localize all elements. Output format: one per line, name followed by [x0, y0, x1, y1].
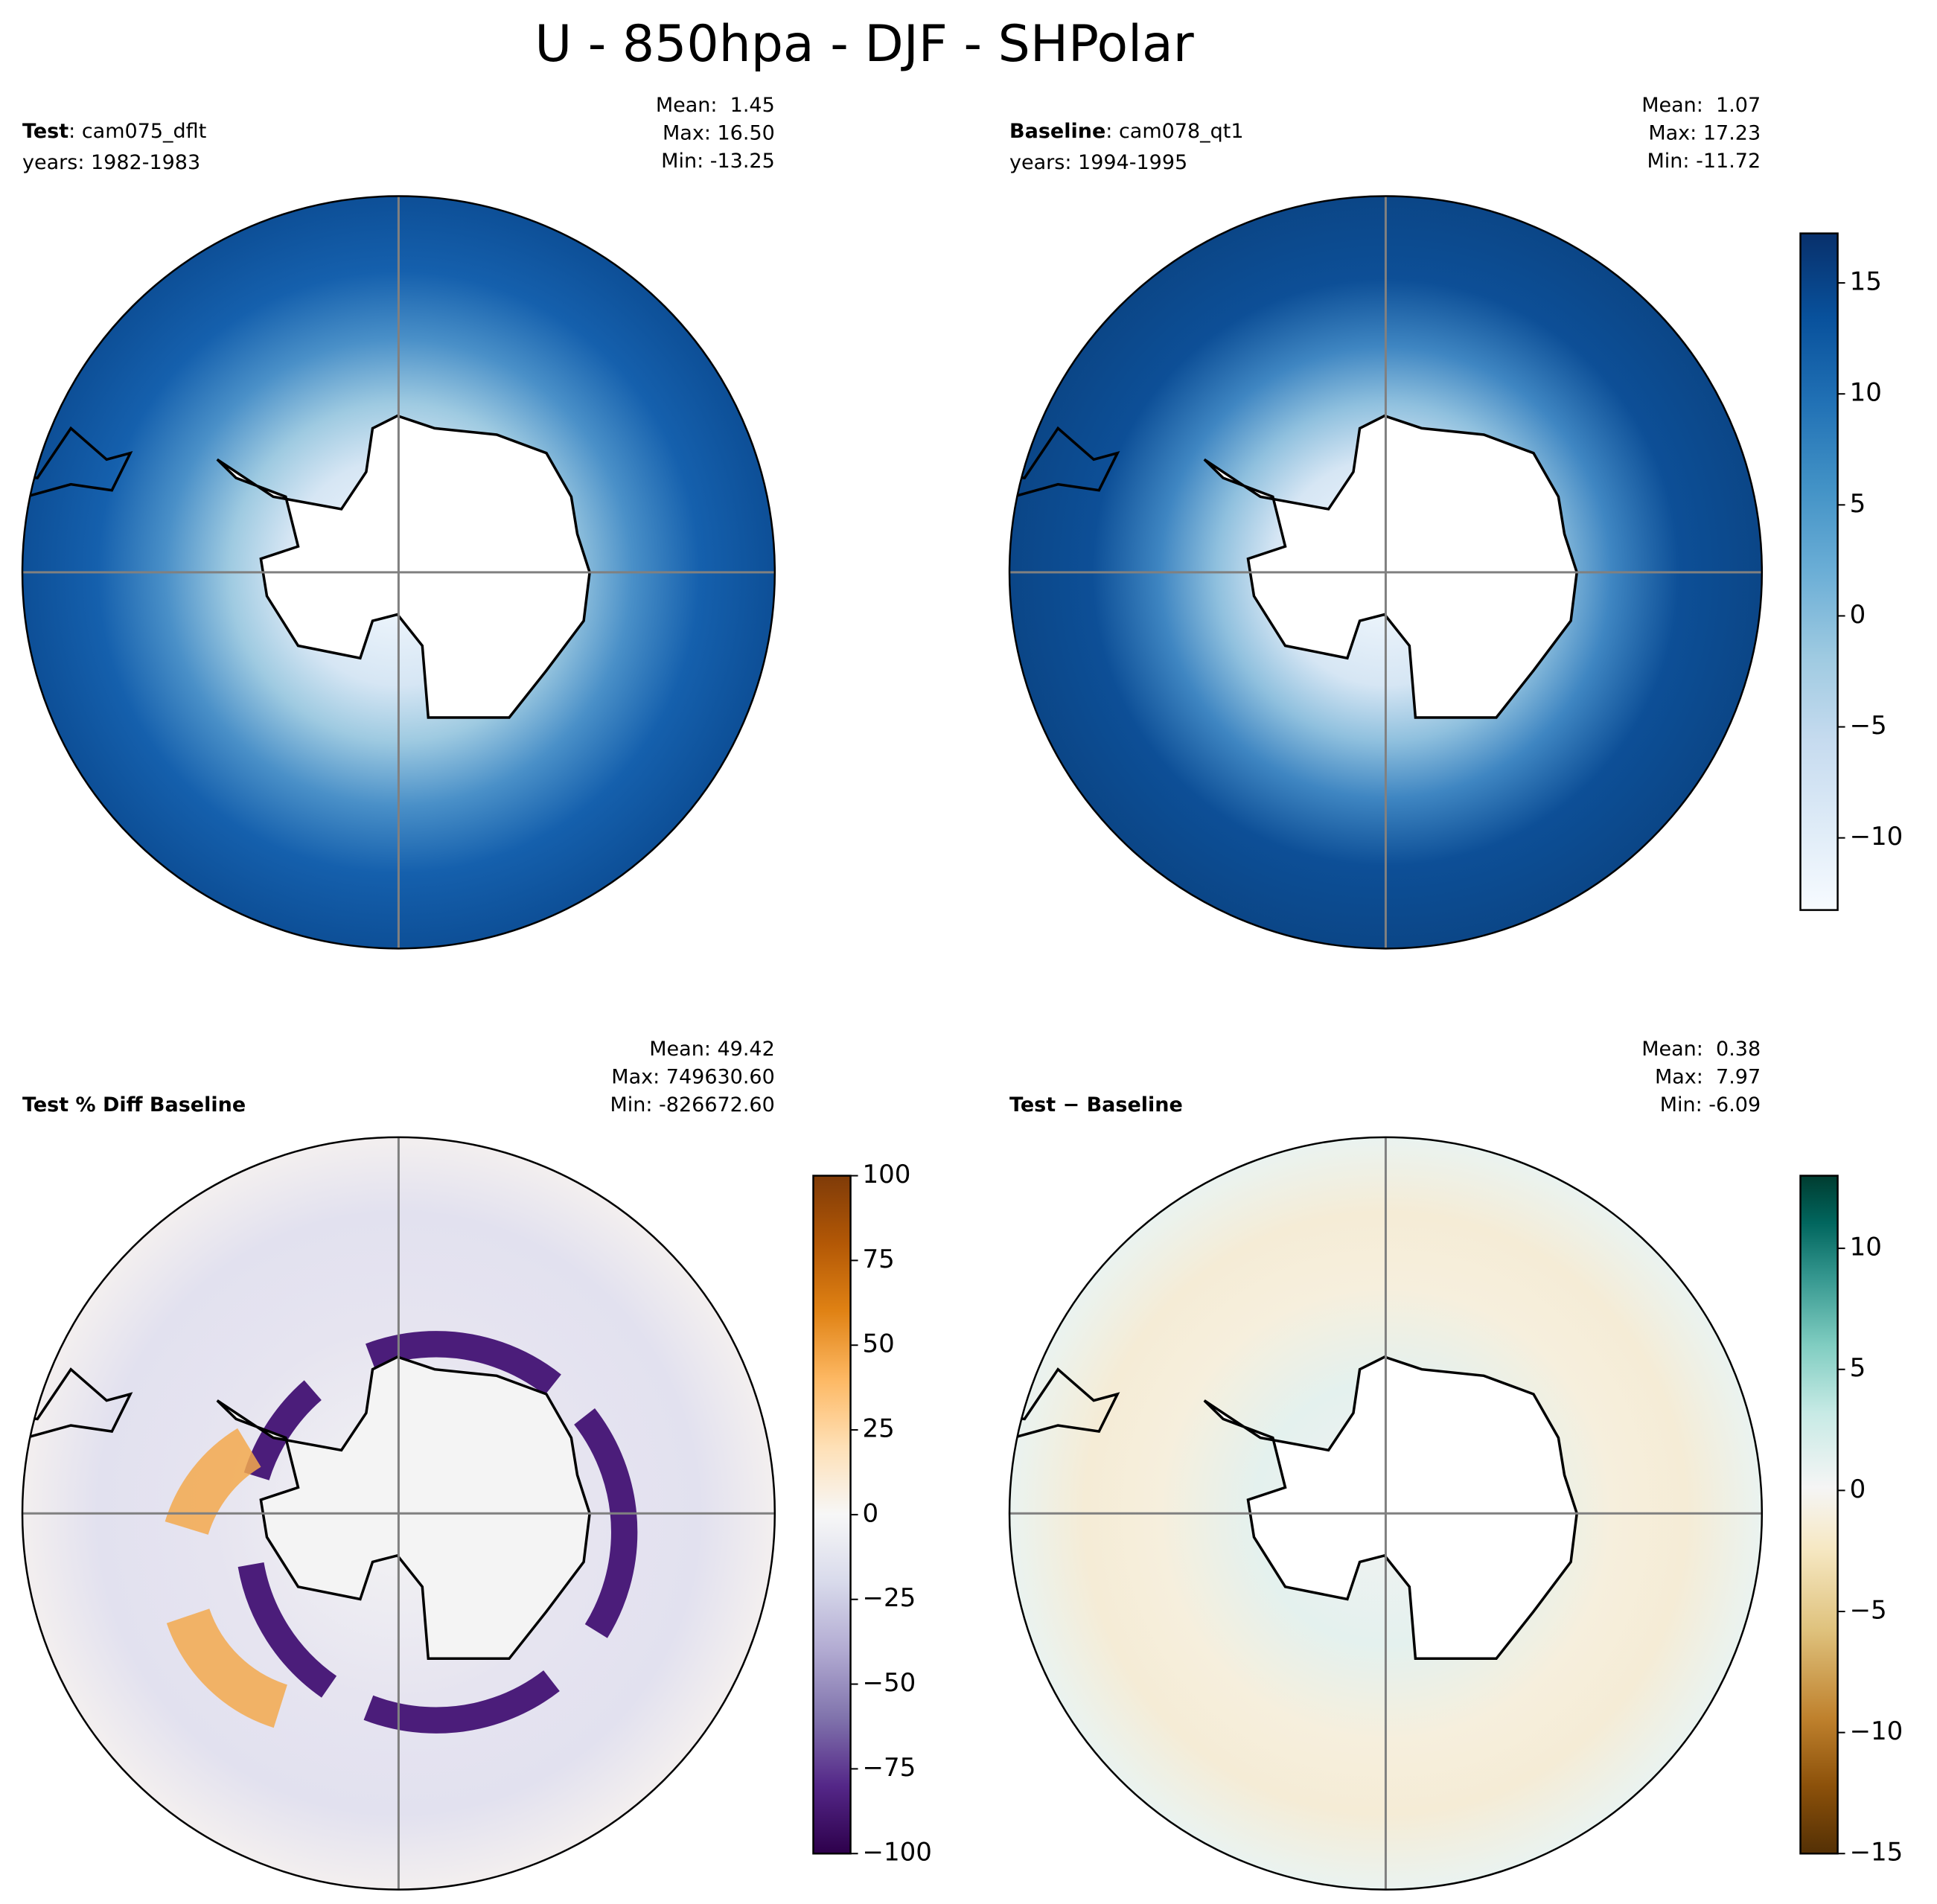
panel-label: Test − Baseline — [1009, 1093, 1183, 1116]
colorbar-tick-label: −15 — [1850, 1838, 1904, 1868]
colorbar-tick-label: −10 — [1850, 822, 1904, 852]
panel-stat: Mean: 1.07 — [1641, 94, 1761, 117]
panel-stat: Mean: 0.38 — [1641, 1038, 1761, 1061]
colorbar-tick-label: 5 — [1850, 489, 1866, 519]
colorbar-tick-label: 0 — [863, 1498, 879, 1528]
colorbar-tick-label: 10 — [1850, 378, 1882, 408]
coastline — [1203, 1355, 1578, 1661]
map-field — [1009, 1137, 1762, 1890]
colorbar-tick-label: 100 — [863, 1160, 911, 1189]
colorbar-fill — [1799, 1175, 1839, 1855]
panel-stat: Min: -6.09 — [1660, 1093, 1761, 1116]
map-border — [1008, 195, 1764, 950]
colorbar: −100 −75 −50 −25 0 25 50 75 100 — [812, 1160, 932, 1868]
colorbar-tick-label: 25 — [863, 1414, 895, 1444]
map-panel: Test: cam075_dflt years: 1982-1983 Mean: 1… — [21, 94, 776, 950]
coastline — [22, 426, 133, 502]
panel-label: Test: cam075_dflt — [22, 120, 206, 143]
colorbar-tick-label: −50 — [863, 1668, 916, 1698]
panel-stat: Min: -826672.60 — [610, 1093, 774, 1116]
colorbar: −15 −10 −5 0 5 10 — [1799, 1175, 1904, 1868]
land-mask — [217, 1357, 590, 1659]
map-border — [21, 195, 776, 950]
colorbar-tick-label: 15 — [1850, 267, 1882, 297]
colorbar-tick-label: 10 — [1850, 1233, 1882, 1262]
panel-label: Baseline: cam078_qt1 — [1009, 120, 1244, 143]
colorbar-tick-label: −25 — [863, 1583, 916, 1613]
panel-stat: Max: 749630.60 — [611, 1065, 775, 1088]
panel-stat: Max: 16.50 — [663, 122, 775, 145]
colorbar-tick-label: 75 — [863, 1245, 895, 1274]
coastline — [216, 1355, 591, 1661]
map-border — [21, 1136, 776, 1891]
panel-years: years: 1982-1983 — [22, 151, 200, 174]
colorbar-tick-label: −75 — [863, 1753, 916, 1783]
colorbar-fill — [812, 1175, 852, 1855]
map-panel: Baseline: cam078_qt1 years: 1994-1995 Mean… — [1008, 94, 1764, 950]
land-mask — [1204, 1357, 1577, 1659]
label-bold: Test % Diff Baseline — [22, 1093, 246, 1116]
coastline — [1009, 1367, 1120, 1443]
colorbar-tick-label: −5 — [1850, 1595, 1887, 1625]
map-field — [22, 1137, 775, 1890]
colorbar-fill — [1799, 232, 1839, 911]
label-bold: Baseline — [1009, 120, 1105, 143]
panel-stat: Min: -13.25 — [661, 150, 775, 173]
panel-stat: Max: 17.23 — [1648, 122, 1761, 145]
panel-stat: Max: 7.97 — [1655, 1065, 1761, 1088]
coastline — [216, 414, 591, 719]
colorbar-tick-label: −5 — [1850, 711, 1887, 741]
panel-stat: Min: -11.72 — [1647, 150, 1761, 173]
coastline — [22, 1367, 133, 1443]
land-mask — [1204, 415, 1577, 718]
label-bold: Test — [22, 120, 68, 143]
colorbar: −10 −5 0 5 10 15 — [1799, 232, 1904, 911]
map-field — [1009, 196, 1762, 949]
map-panel: Test − Baseline Mean: 0.38 Max: 7.97 Min: -… — [1008, 1038, 1764, 1891]
label-bold: Test − Baseline — [1009, 1093, 1183, 1116]
colorbar-tick-label: 50 — [863, 1329, 895, 1359]
map-border — [1008, 1136, 1764, 1891]
colorbar-tick-label: 5 — [1850, 1353, 1866, 1383]
label-rest: : cam078_qt1 — [1105, 120, 1243, 143]
coastline — [1203, 414, 1578, 719]
land-mask — [217, 415, 590, 718]
label-rest: : cam075_dflt — [68, 120, 206, 143]
map-field — [22, 196, 775, 949]
coastline — [1009, 426, 1120, 502]
colorbar-tick-label: 0 — [1850, 600, 1866, 630]
colorbar-tick-label: −10 — [1850, 1716, 1904, 1746]
panel-stat: Mean: 1.45 — [656, 94, 775, 117]
colorbar-tick-label: −100 — [863, 1838, 932, 1868]
map-panel: Test % Diff Baseline Mean: 49.42 Max: 7496… — [21, 1038, 776, 1891]
panel-years: years: 1994-1995 — [1009, 151, 1187, 174]
panel-label: Test % Diff Baseline — [22, 1093, 246, 1116]
panel-stat: Mean: 49.42 — [649, 1038, 775, 1061]
colorbar-tick-label: 0 — [1850, 1475, 1866, 1504]
ring-purple — [234, 1331, 638, 1734]
figure-title: U - 850hpa - DJF - SHPolar — [534, 15, 1193, 74]
